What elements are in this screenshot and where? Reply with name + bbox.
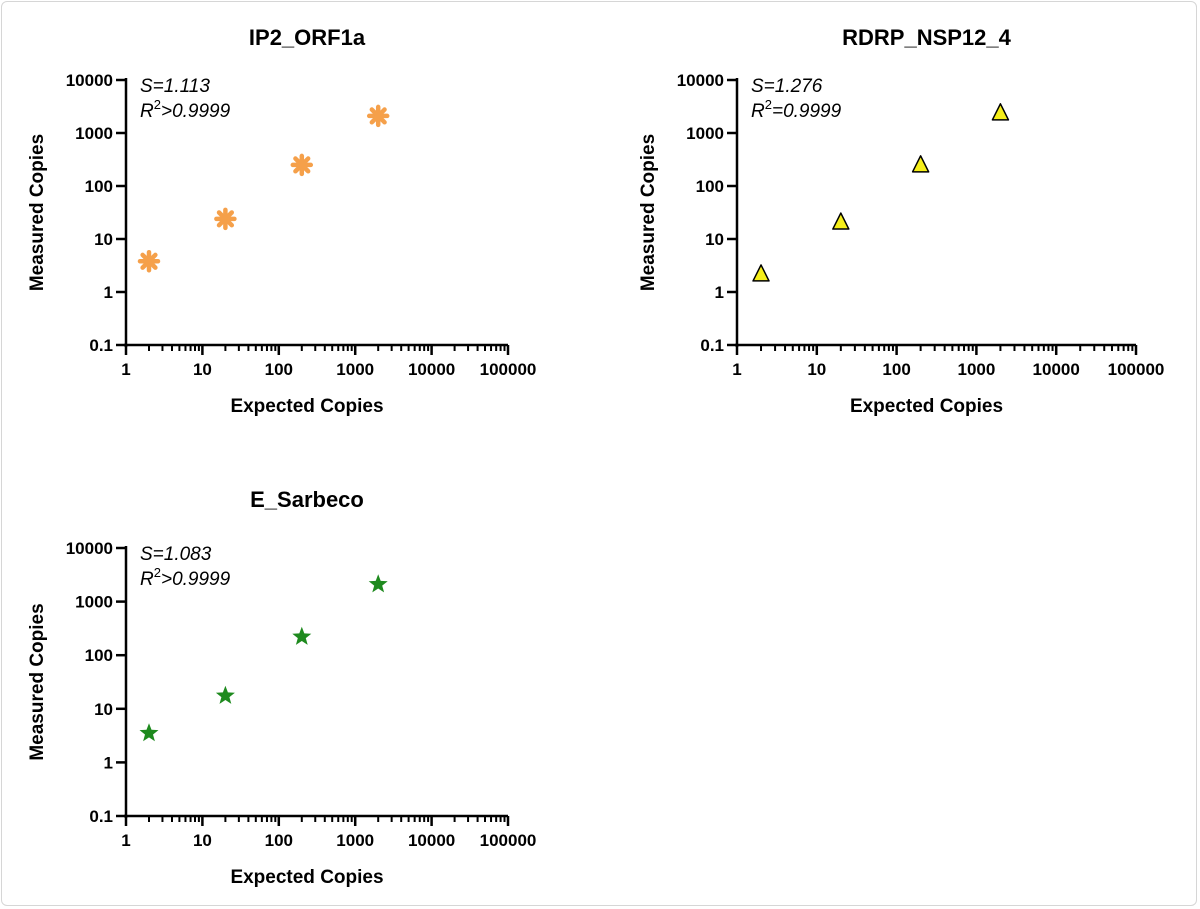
r2-value: >0.9999: [161, 101, 231, 122]
r2-superscript: 2: [765, 97, 772, 112]
r2-prefix: R: [140, 101, 154, 122]
x-axis-label: Expected Copies: [850, 396, 1003, 417]
y-tick-label: 1000: [75, 124, 113, 143]
x-tick-label: 100000: [480, 360, 537, 379]
x-tick-label: 10: [193, 831, 212, 850]
x-tick-label: 1000: [336, 360, 374, 379]
r-squared-annotation: R2>0.9999: [140, 565, 231, 590]
y-tick-label: 10: [94, 700, 113, 719]
x-axis-label: Expected Copies: [230, 396, 383, 417]
data-point-star: [215, 685, 235, 704]
r-squared-annotation: R2=0.9999: [751, 97, 842, 122]
slope-annotation: S=1.276: [751, 76, 823, 97]
data-point-asterisk: [290, 153, 314, 177]
r2-value: >0.9999: [161, 569, 231, 590]
y-tick-label: 0.1: [700, 336, 724, 355]
x-tick-label: 100000: [480, 831, 537, 850]
chart-title: IP2_ORF1a: [249, 25, 366, 50]
data-point-triangle: [911, 155, 930, 173]
x-tick-label: 10: [807, 360, 826, 379]
y-tick-label: 10000: [677, 71, 724, 90]
x-tick-label: 100: [882, 360, 910, 379]
y-tick-label: 1000: [686, 124, 724, 143]
x-tick-label: 10: [193, 360, 212, 379]
x-tick-label: 1: [732, 360, 741, 379]
x-tick-label: 1000: [336, 831, 374, 850]
chart-panel: RDRP_NSP12_4 Expected Copies Measured Copi…: [638, 25, 1164, 417]
y-tick-label: 1: [104, 753, 113, 772]
x-tick-label: 1000: [957, 360, 995, 379]
data-point-triangle: [752, 264, 770, 282]
asterisk-stroke: [293, 156, 311, 174]
asterisk-stroke: [369, 107, 387, 125]
x-tick-label: 100000: [1108, 360, 1165, 379]
r-squared-annotation: R2>0.9999: [140, 97, 231, 122]
x-tick-label: 1: [121, 831, 130, 850]
r2-prefix: R: [140, 569, 154, 590]
y-tick-label: 100: [696, 177, 724, 196]
r2-superscript: 2: [154, 565, 161, 580]
chart-title: E_Sarbeco: [250, 487, 364, 512]
x-tick-label: 10000: [408, 831, 455, 850]
x-tick-label: 100: [265, 831, 293, 850]
y-tick-label: 1000: [75, 593, 113, 612]
x-tick-label: 1: [121, 360, 130, 379]
data-point-star: [139, 723, 159, 742]
r2-value: =0.9999: [772, 101, 842, 122]
y-axis-label: Measured Copies: [638, 134, 659, 291]
data-point-star: [292, 626, 312, 645]
slope-annotation: S=1.113: [140, 76, 210, 97]
y-tick-label: 0.1: [89, 807, 113, 826]
y-tick-label: 10: [94, 230, 113, 249]
data-point-asterisk: [214, 207, 237, 231]
y-tick-label: 10: [705, 230, 724, 249]
y-tick-label: 100: [85, 177, 113, 196]
y-tick-label: 0.1: [89, 336, 113, 355]
x-tick-label: 10000: [408, 360, 455, 379]
y-tick-label: 1: [104, 283, 113, 302]
asterisk-stroke: [140, 252, 158, 270]
chart-panel: IP2_ORF1a Expected Copies Measured Copies 0…: [27, 25, 536, 417]
y-tick-label: 100: [85, 646, 113, 665]
data-point-asterisk: [137, 250, 161, 273]
slope-annotation: S=1.083: [140, 544, 212, 565]
x-tick-label: 10000: [1033, 360, 1080, 379]
data-point-asterisk: [366, 104, 390, 128]
x-axis-label: Expected Copies: [230, 867, 383, 888]
x-tick-label: 100: [265, 360, 293, 379]
y-tick-label: 10000: [66, 71, 113, 90]
y-axis-label: Measured Copies: [27, 134, 48, 291]
y-axis-label: Measured Copies: [27, 603, 48, 760]
chart-title: RDRP_NSP12_4: [842, 25, 1012, 50]
data-point-triangle: [832, 212, 850, 230]
y-tick-label: 1: [715, 283, 724, 302]
r2-superscript: 2: [154, 97, 161, 112]
data-point-star: [368, 574, 388, 593]
y-tick-label: 10000: [66, 539, 113, 558]
r2-prefix: R: [751, 101, 765, 122]
chart-panel: E_Sarbeco Expected Copies Measured Copies 0…: [27, 487, 536, 888]
data-point-triangle: [991, 103, 1010, 121]
asterisk-stroke: [216, 210, 235, 228]
